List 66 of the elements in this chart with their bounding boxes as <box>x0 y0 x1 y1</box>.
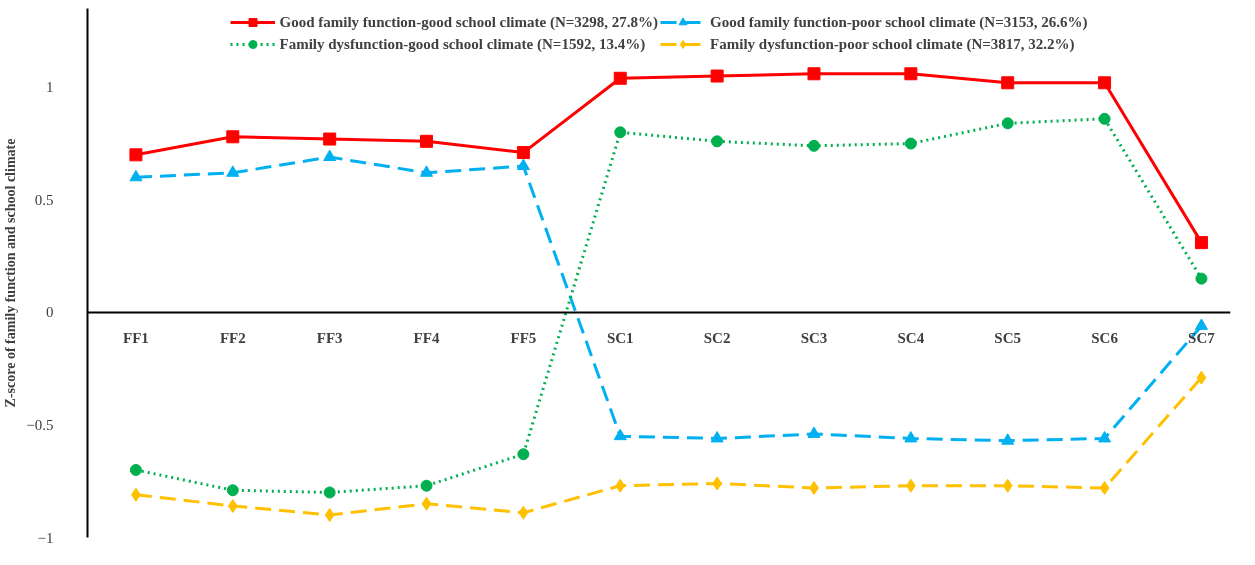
point <box>1001 76 1015 90</box>
point <box>904 67 918 81</box>
point <box>1002 478 1013 493</box>
legend-label: Family dysfunction-good school climate (N=1592, 13.4%) <box>279 35 646 53</box>
point <box>711 135 724 148</box>
point <box>807 426 821 438</box>
point <box>1001 433 1015 445</box>
y-tick-label: 0.5 <box>34 191 54 208</box>
point <box>613 428 627 441</box>
point <box>226 165 240 177</box>
point <box>226 484 239 497</box>
point <box>227 498 238 513</box>
point <box>1001 117 1014 130</box>
point <box>710 69 724 83</box>
y-tick-label: 1 <box>46 79 54 96</box>
x-tick-label: SC5 <box>994 330 1022 347</box>
point <box>613 71 627 85</box>
point <box>517 448 530 461</box>
point <box>1099 480 1110 495</box>
point <box>1098 76 1112 90</box>
x-tick-label: SC4 <box>897 330 925 347</box>
legend-label: Good family function-poor school climate (N=3153, 26.6%) <box>710 13 1088 31</box>
point <box>1098 112 1111 125</box>
x-tick-label: FF2 <box>219 330 246 347</box>
point <box>1196 370 1207 385</box>
point <box>226 130 240 144</box>
x-tick-label: FF5 <box>510 330 537 347</box>
point <box>420 479 433 492</box>
point <box>516 158 530 171</box>
point <box>1195 272 1208 285</box>
legend-label: Good family function-good school climate (N=3298, 27.8%) <box>279 13 659 31</box>
point <box>129 148 143 162</box>
point <box>420 134 434 148</box>
x-tick-label: FF1 <box>123 330 149 347</box>
point <box>807 67 821 81</box>
point <box>516 146 530 160</box>
point <box>129 169 143 182</box>
point <box>904 137 917 150</box>
point <box>904 431 918 443</box>
point <box>1194 318 1208 330</box>
point <box>710 431 724 443</box>
y-tick-label: −1 <box>37 529 54 546</box>
x-tick-label: FF3 <box>316 330 343 347</box>
point <box>420 165 434 177</box>
point <box>1194 236 1208 250</box>
legend-label: Family dysfunction-poor school climate (N=3817, 32.2%) <box>710 35 1075 53</box>
point <box>615 478 626 493</box>
point <box>323 132 337 146</box>
x-tick-label: SC6 <box>1091 330 1119 347</box>
point <box>323 486 336 499</box>
y-axis-title: Z-score of family function and school climate <box>3 138 19 408</box>
y-tick-label: −0.5 <box>26 416 54 433</box>
x-tick-label: SC2 <box>703 330 731 347</box>
point <box>324 507 335 522</box>
point <box>323 149 337 162</box>
point <box>1098 431 1112 443</box>
x-tick-label: SC7 <box>1188 330 1216 347</box>
point <box>614 126 627 139</box>
x-tick-label: SC1 <box>606 330 634 347</box>
x-tick-label: FF4 <box>413 330 440 347</box>
point <box>421 496 432 511</box>
y-tick-label: 0 <box>46 304 54 321</box>
point <box>129 463 142 476</box>
x-tick-label: SC3 <box>800 330 828 347</box>
point <box>518 505 529 520</box>
point <box>807 139 820 152</box>
